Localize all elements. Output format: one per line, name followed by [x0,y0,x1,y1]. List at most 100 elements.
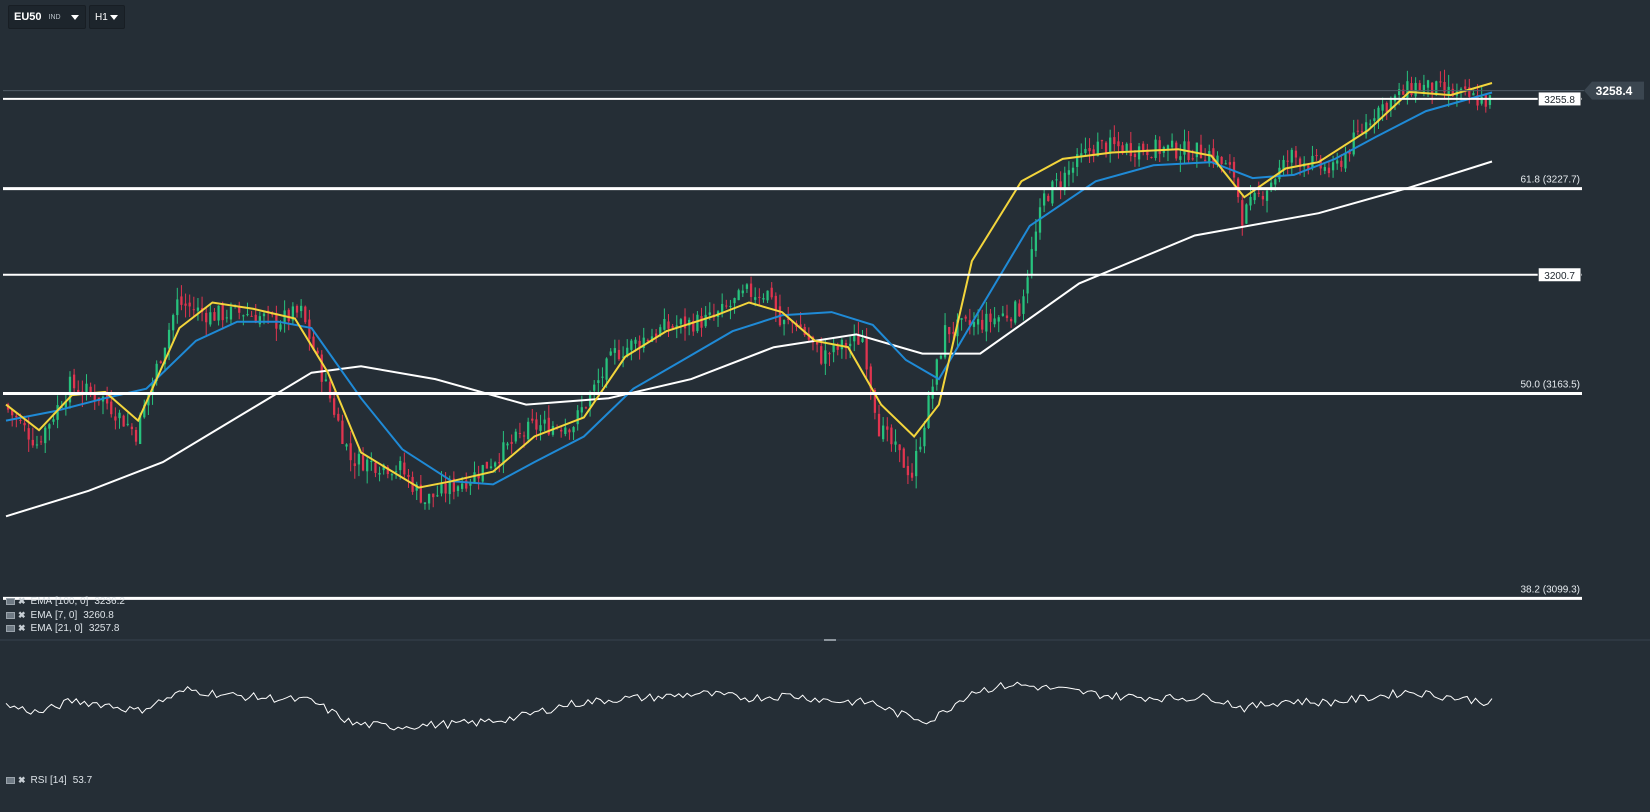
candle [853,324,856,352]
candle [188,294,191,318]
candle [1030,236,1033,279]
candle [539,414,542,441]
current-price-label: 3258.4 [1596,84,1633,98]
candle [1364,114,1368,139]
candle [894,429,897,453]
candle [882,417,885,442]
timeframe-name: H1 [95,11,108,23]
candle [832,339,835,363]
candle [39,435,43,446]
candle [1484,94,1487,113]
candle [258,311,261,328]
candle [642,327,645,353]
close-icon[interactable]: ✖ [18,596,26,606]
candle [1071,161,1075,183]
candle [427,493,431,510]
horizontal-level-3255[interactable]: 3255.8 [3,91,1582,107]
candle [762,293,765,303]
candle [489,458,493,470]
candle [997,315,1000,333]
candle [72,368,76,394]
candle [118,409,121,429]
candle [432,493,435,508]
candle [361,447,365,472]
candle [44,425,47,453]
candle [473,461,476,484]
close-icon[interactable]: ✖ [18,610,26,620]
candle [250,310,253,317]
candle [1439,71,1442,88]
candle [745,283,749,293]
candle [948,326,951,343]
candle [366,455,369,484]
close-icon[interactable]: ✖ [18,775,26,785]
candle [968,308,971,335]
ema-7-line [5,82,1493,489]
close-icon[interactable]: ✖ [18,623,26,633]
candle [815,341,819,353]
candle [423,502,427,510]
candle [254,303,257,324]
candle [782,319,786,336]
candle [1336,152,1339,170]
settings-icon[interactable] [6,625,15,632]
candle [1352,119,1355,157]
level-lines[interactable]: 3255.8 61.8 (3227.7) 3200.7 50.0 (3163.5) 38… [3,91,1582,600]
candle [1170,133,1174,150]
candle [337,407,340,422]
current-price-tag: 3258.4 [3,81,1644,100]
candle [353,452,356,479]
candle [394,465,398,479]
candle [700,307,703,337]
symbol-selector[interactable]: EU50 IND [8,5,86,29]
candle [514,428,517,444]
candle [436,485,439,497]
horizontal-level-3200[interactable]: 3200.7 [3,267,1582,283]
candle [1286,150,1289,175]
price-tag-shape [1584,81,1644,100]
candle [452,471,455,500]
candle [407,468,410,488]
candle [712,303,716,321]
settings-icon[interactable] [6,777,15,784]
candle [1137,143,1141,167]
candle [1311,145,1314,171]
candle [196,297,200,321]
candle [857,322,860,345]
candle [1104,141,1108,158]
candle [1129,131,1132,162]
fib-level-38-2[interactable]: 38.2 (3099.3) [3,584,1582,600]
candle [1303,156,1306,178]
candle [1043,187,1046,213]
candle [506,441,509,450]
candlestick-series [6,69,1492,510]
candle [989,308,992,333]
candle [828,351,831,367]
candle [390,472,394,481]
candle [1369,119,1372,128]
candle [510,434,513,454]
candle [11,408,14,427]
rsi-series [5,681,1493,731]
fib-level-61-8[interactable]: 61.8 (3227.7) [3,175,1582,191]
candle [704,306,707,328]
candle [601,367,604,387]
settings-icon[interactable] [6,598,15,605]
candle [1199,134,1203,159]
candle [886,417,889,442]
candle [741,284,744,298]
candle [993,307,996,328]
settings-icon[interactable] [6,612,15,619]
fib-level-50[interactable]: 50.0 (3163.5) [3,379,1582,395]
candle [1059,171,1062,200]
candle [31,427,34,448]
candle [1241,194,1244,236]
candle [1290,147,1293,176]
candle [213,308,216,321]
candle [1488,94,1492,109]
candle [1088,138,1091,163]
timeframe-selector[interactable]: H1 [89,5,125,29]
candle [877,404,881,437]
candle [1418,80,1421,91]
